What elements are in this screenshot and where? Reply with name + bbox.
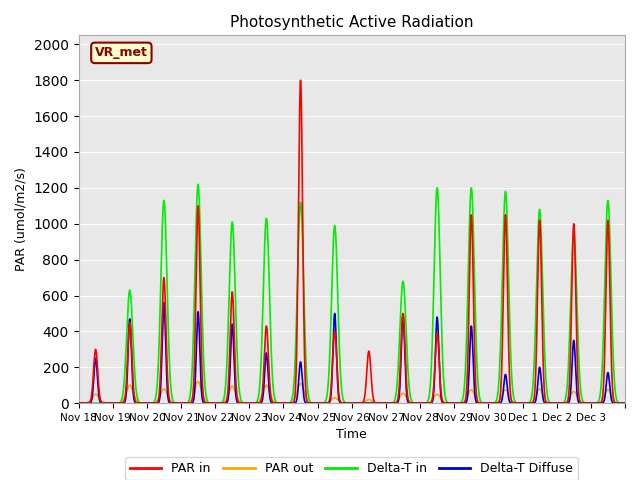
PAR out (401, 393, 409, 398)
Text: VR_met: VR_met (95, 47, 148, 60)
Delta-T Diffuse (365, 400, 372, 406)
PAR out (195, 379, 202, 384)
Line: PAR in: PAR in (79, 80, 625, 403)
Delta-T Diffuse (372, 400, 380, 406)
PAR in (502, 213, 509, 219)
X-axis label: Time: Time (337, 429, 367, 442)
Delta-T in (502, 189, 509, 195)
Delta-T in (529, 387, 536, 393)
PAR out (372, 400, 380, 406)
Delta-T in (75, 400, 83, 406)
Legend: PAR in, PAR out, Delta-T in, Delta-T Diffuse: PAR in, PAR out, Delta-T in, Delta-T Dif… (125, 457, 579, 480)
Delta-T Diffuse (502, 372, 509, 378)
Delta-T in (621, 400, 629, 406)
Delta-T Diffuse (543, 400, 550, 406)
Delta-T Diffuse (75, 400, 83, 406)
PAR out (348, 400, 356, 406)
PAR in (75, 400, 83, 406)
PAR in (401, 353, 409, 359)
Delta-T Diffuse (621, 400, 629, 406)
PAR out (529, 398, 536, 404)
Delta-T Diffuse (160, 300, 168, 306)
Delta-T Diffuse (529, 400, 536, 406)
PAR in (621, 400, 629, 406)
PAR in (188, 398, 196, 404)
Line: PAR out: PAR out (79, 382, 625, 403)
PAR out (75, 400, 83, 406)
Delta-T in (195, 181, 202, 187)
PAR out (188, 396, 196, 402)
Delta-T in (372, 400, 380, 406)
Delta-T in (401, 309, 409, 314)
Line: Delta-T in: Delta-T in (79, 184, 625, 403)
Title: Photosynthetic Active Radiation: Photosynthetic Active Radiation (230, 15, 474, 30)
PAR in (297, 77, 305, 83)
PAR out (621, 400, 629, 406)
Line: Delta-T Diffuse: Delta-T Diffuse (79, 303, 625, 403)
Delta-T Diffuse (188, 400, 196, 406)
Delta-T Diffuse (401, 369, 409, 374)
PAR out (502, 387, 509, 393)
PAR in (543, 400, 550, 406)
PAR out (543, 399, 550, 405)
Y-axis label: PAR (umol/m2/s): PAR (umol/m2/s) (15, 168, 28, 271)
Delta-T in (188, 373, 196, 379)
PAR in (372, 400, 380, 406)
PAR in (529, 400, 536, 406)
Delta-T in (543, 385, 550, 391)
